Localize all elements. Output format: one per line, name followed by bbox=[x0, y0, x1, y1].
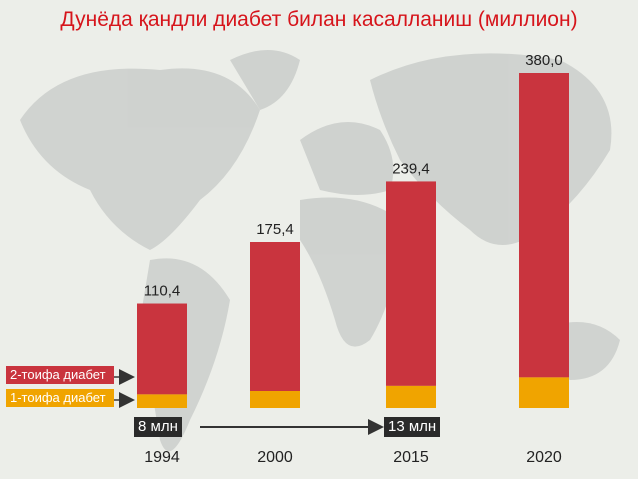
bar-type2-2000 bbox=[250, 242, 300, 391]
bar-type2-2015 bbox=[386, 181, 436, 386]
bar-type2-1994 bbox=[137, 303, 187, 395]
bar-type1-2000 bbox=[250, 391, 300, 408]
x-tick-label-2000: 2000 bbox=[257, 449, 293, 466]
legend-type2: 2-тоифа диабет bbox=[6, 366, 114, 384]
value-label-1994: 110,4 bbox=[144, 283, 180, 300]
annotation-start: 8 млн bbox=[134, 417, 182, 437]
bar-type2-2020 bbox=[519, 73, 569, 378]
bar-type1-2020 bbox=[519, 377, 569, 408]
x-tick-label-1994: 1994 bbox=[144, 449, 180, 466]
bar-type1-2015 bbox=[386, 385, 436, 408]
legend-type1: 1-тоифа диабет bbox=[6, 389, 114, 407]
bar-type1-1994 bbox=[137, 394, 187, 408]
annotation-end: 13 млн bbox=[384, 417, 441, 437]
value-label-2000: 175,4 bbox=[256, 221, 294, 238]
value-label-2020: 380,0 bbox=[525, 52, 563, 69]
chart-title: Дунёда қандли диабет билан касалланиш (м… bbox=[60, 8, 578, 31]
x-tick-label-2020: 2020 bbox=[526, 449, 562, 466]
value-label-2015: 239,4 bbox=[392, 160, 430, 177]
x-tick-label-2015: 2015 bbox=[393, 449, 429, 466]
